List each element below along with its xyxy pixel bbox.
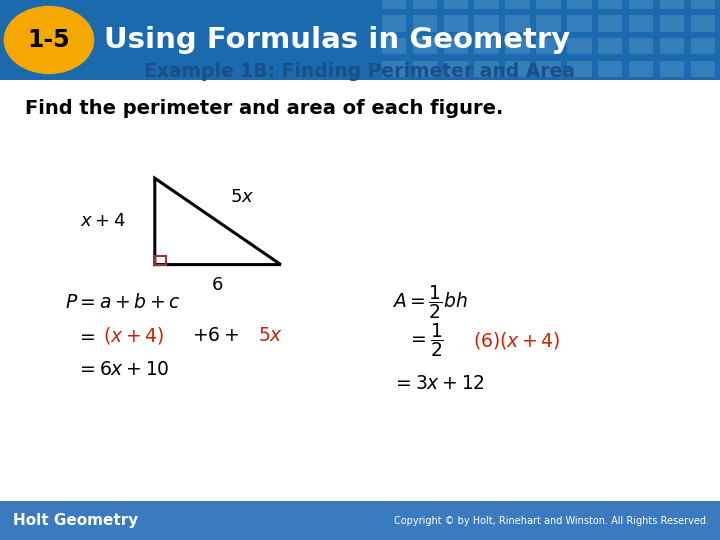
FancyBboxPatch shape [660,61,685,77]
FancyBboxPatch shape [0,0,720,80]
Text: Example 1B: Finding Perimeter and Area: Example 1B: Finding Perimeter and Area [145,62,575,81]
FancyBboxPatch shape [474,61,499,77]
Text: $P = a + b + c$: $P = a + b + c$ [65,293,181,312]
FancyBboxPatch shape [413,0,437,9]
FancyBboxPatch shape [629,38,654,55]
FancyBboxPatch shape [382,61,406,77]
FancyBboxPatch shape [629,15,654,31]
FancyBboxPatch shape [691,15,716,31]
FancyBboxPatch shape [598,61,623,77]
FancyBboxPatch shape [505,38,530,55]
Text: Copyright © by Holt, Rinehart and Winston. All Rights Reserved.: Copyright © by Holt, Rinehart and Winsto… [395,516,709,525]
FancyBboxPatch shape [413,61,437,77]
FancyBboxPatch shape [691,61,716,77]
FancyBboxPatch shape [444,38,468,55]
Text: $(6)(x + 4)$: $(6)(x + 4)$ [473,330,561,350]
FancyBboxPatch shape [598,38,623,55]
FancyBboxPatch shape [660,38,685,55]
FancyBboxPatch shape [660,15,685,31]
Text: Holt Geometry: Holt Geometry [13,513,138,528]
Text: $+ 6 +$: $+ 6 +$ [192,326,239,346]
FancyBboxPatch shape [567,61,592,77]
FancyBboxPatch shape [536,38,561,55]
FancyBboxPatch shape [444,61,468,77]
FancyBboxPatch shape [536,15,561,31]
FancyBboxPatch shape [0,501,720,540]
Text: $A = \dfrac{1}{2}bh$: $A = \dfrac{1}{2}bh$ [392,284,468,321]
Text: $=$: $=$ [76,326,95,346]
FancyBboxPatch shape [660,0,685,9]
Circle shape [4,6,94,73]
FancyBboxPatch shape [691,38,716,55]
FancyBboxPatch shape [382,15,406,31]
FancyBboxPatch shape [474,0,499,9]
FancyBboxPatch shape [413,38,437,55]
FancyBboxPatch shape [505,0,530,9]
Text: Find the perimeter and area of each figure.: Find the perimeter and area of each figu… [25,98,503,118]
FancyBboxPatch shape [505,61,530,77]
FancyBboxPatch shape [598,0,623,9]
FancyBboxPatch shape [505,15,530,31]
FancyBboxPatch shape [413,15,437,31]
FancyBboxPatch shape [382,0,406,9]
Text: $x + 4$: $x + 4$ [81,212,126,231]
FancyBboxPatch shape [536,0,561,9]
Text: $6$: $6$ [211,276,224,294]
Bar [155,256,166,265]
Text: $(x + 4)$: $(x + 4)$ [103,326,164,346]
FancyBboxPatch shape [382,38,406,55]
Text: Using Formulas in Geometry: Using Formulas in Geometry [104,26,571,54]
FancyBboxPatch shape [444,0,468,9]
FancyBboxPatch shape [474,38,499,55]
FancyBboxPatch shape [691,0,716,9]
FancyBboxPatch shape [629,0,654,9]
FancyBboxPatch shape [536,61,561,77]
Text: $= 6x + 10$: $= 6x + 10$ [76,360,169,380]
FancyBboxPatch shape [474,15,499,31]
Text: $= \dfrac{1}{2}$: $= \dfrac{1}{2}$ [407,321,444,359]
FancyBboxPatch shape [629,61,654,77]
FancyBboxPatch shape [567,15,592,31]
FancyBboxPatch shape [444,15,468,31]
Text: $= 3x + 12$: $= 3x + 12$ [392,374,485,393]
FancyBboxPatch shape [598,15,623,31]
FancyBboxPatch shape [567,0,592,9]
Text: $5x$: $5x$ [230,188,255,206]
FancyBboxPatch shape [567,38,592,55]
Text: $5x$: $5x$ [258,326,283,346]
Text: 1-5: 1-5 [27,28,71,52]
